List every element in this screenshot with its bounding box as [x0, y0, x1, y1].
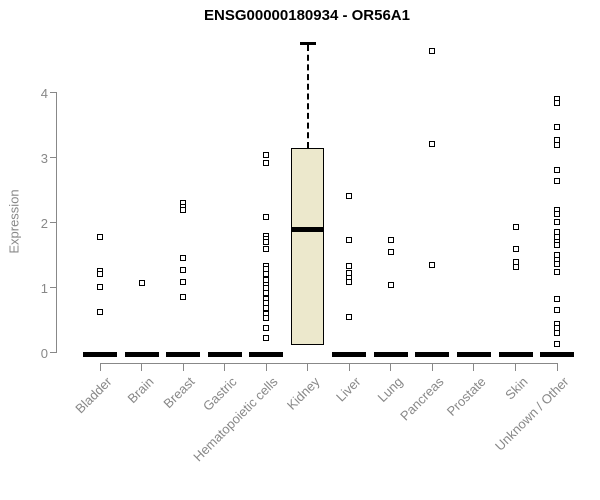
x-axis-tick — [348, 363, 350, 371]
data-point — [554, 307, 561, 314]
data-point — [180, 294, 187, 301]
x-axis-tick — [556, 363, 558, 371]
y-axis-tick — [50, 92, 57, 94]
x-axis-tick — [141, 363, 143, 371]
zero-median-bar — [332, 352, 367, 357]
y-axis-tick — [50, 222, 57, 224]
data-point — [512, 224, 519, 231]
data-point — [97, 270, 103, 277]
data-point — [97, 283, 103, 290]
x-axis-tick — [515, 363, 516, 371]
y-axis-tick — [50, 352, 57, 353]
data-point — [263, 213, 270, 220]
data-point — [554, 219, 561, 226]
data-point — [554, 123, 561, 130]
data-point — [554, 177, 561, 184]
data-point — [138, 280, 145, 287]
data-point — [512, 264, 519, 271]
zero-median-bar — [124, 352, 159, 357]
data-point — [554, 269, 561, 276]
x-axis-tick — [431, 363, 433, 371]
data-point — [180, 207, 187, 214]
data-point — [387, 248, 394, 255]
data-point — [263, 270, 270, 277]
x-axis-line — [100, 363, 559, 364]
data-point — [512, 258, 519, 265]
data-point — [554, 341, 561, 348]
data-point — [429, 48, 436, 55]
y-tick-label: 0 — [40, 345, 48, 361]
box-median-line — [291, 227, 325, 233]
zero-median-bar — [83, 352, 117, 357]
data-point — [554, 295, 561, 302]
upper-whisker — [306, 44, 309, 149]
zero-median-bar — [166, 352, 201, 357]
x-axis-tick — [182, 363, 184, 371]
x-axis-tick — [307, 363, 309, 371]
data-point — [554, 99, 561, 106]
data-point — [180, 267, 187, 274]
zero-median-bar — [373, 352, 408, 357]
data-point — [387, 282, 394, 288]
y-tick-label: 2 — [40, 215, 48, 231]
data-point — [554, 167, 561, 174]
data-point — [554, 211, 561, 218]
y-axis-tick — [50, 157, 57, 159]
data-point — [263, 238, 270, 245]
data-point — [346, 279, 353, 286]
data-point — [512, 245, 519, 252]
data-point — [263, 325, 270, 332]
data-point — [263, 152, 270, 159]
data-point — [346, 193, 353, 200]
zero-median-bar — [249, 352, 284, 357]
data-point — [554, 330, 561, 337]
x-axis-tick — [99, 363, 101, 371]
x-axis-tick — [390, 363, 392, 371]
y-tick-label: 1 — [40, 280, 48, 296]
data-point — [387, 237, 394, 244]
data-point — [263, 245, 270, 252]
zero-median-bar — [207, 352, 242, 357]
data-point — [180, 279, 187, 286]
box-iqr — [291, 148, 325, 346]
x-axis-tick — [224, 363, 226, 371]
x-axis-tick — [473, 363, 475, 371]
data-point — [554, 142, 561, 149]
data-point — [97, 233, 103, 240]
y-axis-tick — [50, 287, 57, 289]
y-axis-label: Expression — [6, 189, 22, 254]
chart-title: ENSG00000180934 - OR56A1 — [204, 7, 410, 24]
data-point — [346, 237, 353, 244]
data-point — [346, 263, 353, 270]
data-point — [263, 334, 270, 341]
data-point — [263, 159, 270, 166]
data-point — [429, 261, 436, 268]
y-tick-label: 4 — [40, 85, 48, 101]
data-point — [346, 313, 353, 320]
zero-median-bar — [415, 352, 450, 357]
y-tick-label: 3 — [40, 150, 48, 166]
data-point — [554, 242, 561, 249]
data-point — [429, 140, 436, 147]
data-point — [263, 315, 270, 322]
zero-median-bar — [540, 352, 575, 357]
whisker-cap — [299, 41, 316, 45]
zero-median-bar — [456, 352, 491, 357]
data-point — [180, 255, 187, 262]
data-point — [97, 308, 103, 315]
data-point — [554, 260, 561, 267]
zero-median-bar — [498, 352, 533, 357]
x-axis-tick — [265, 363, 267, 371]
